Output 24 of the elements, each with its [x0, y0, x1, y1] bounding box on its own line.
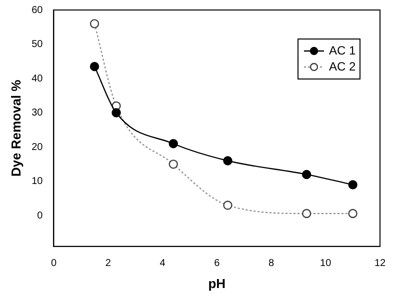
point — [112, 108, 121, 118]
legend-label: AC 2 — [329, 59, 356, 74]
point — [223, 156, 232, 166]
legend-label: AC 1 — [329, 43, 356, 58]
x-tick-label: 2 — [105, 258, 112, 270]
x-tick-label: 10 — [320, 258, 332, 270]
y-tick-label: 10 — [32, 176, 44, 188]
point — [90, 62, 100, 72]
y-tick-label: 30 — [32, 108, 44, 119]
point — [168, 139, 178, 148]
x-axis-title: pH — [208, 276, 226, 291]
x-tick-label: 4 — [160, 258, 166, 270]
y-tick-label: 40 — [32, 73, 44, 84]
x-tick-label: 8 — [268, 258, 274, 270]
x-tick-label: 12 — [374, 258, 386, 270]
y-tick-label: 60 — [32, 4, 44, 16]
y-tick-label: 50 — [32, 39, 44, 50]
y-axis-title: Dye Removal % — [8, 79, 24, 177]
x-tick-label: 6 — [214, 258, 220, 270]
point — [302, 170, 312, 180]
y-tick-label: 20 — [32, 142, 44, 153]
point — [348, 180, 358, 190]
y-tick-label: 0 — [37, 210, 44, 222]
x-tick-label: 0 — [50, 258, 57, 270]
